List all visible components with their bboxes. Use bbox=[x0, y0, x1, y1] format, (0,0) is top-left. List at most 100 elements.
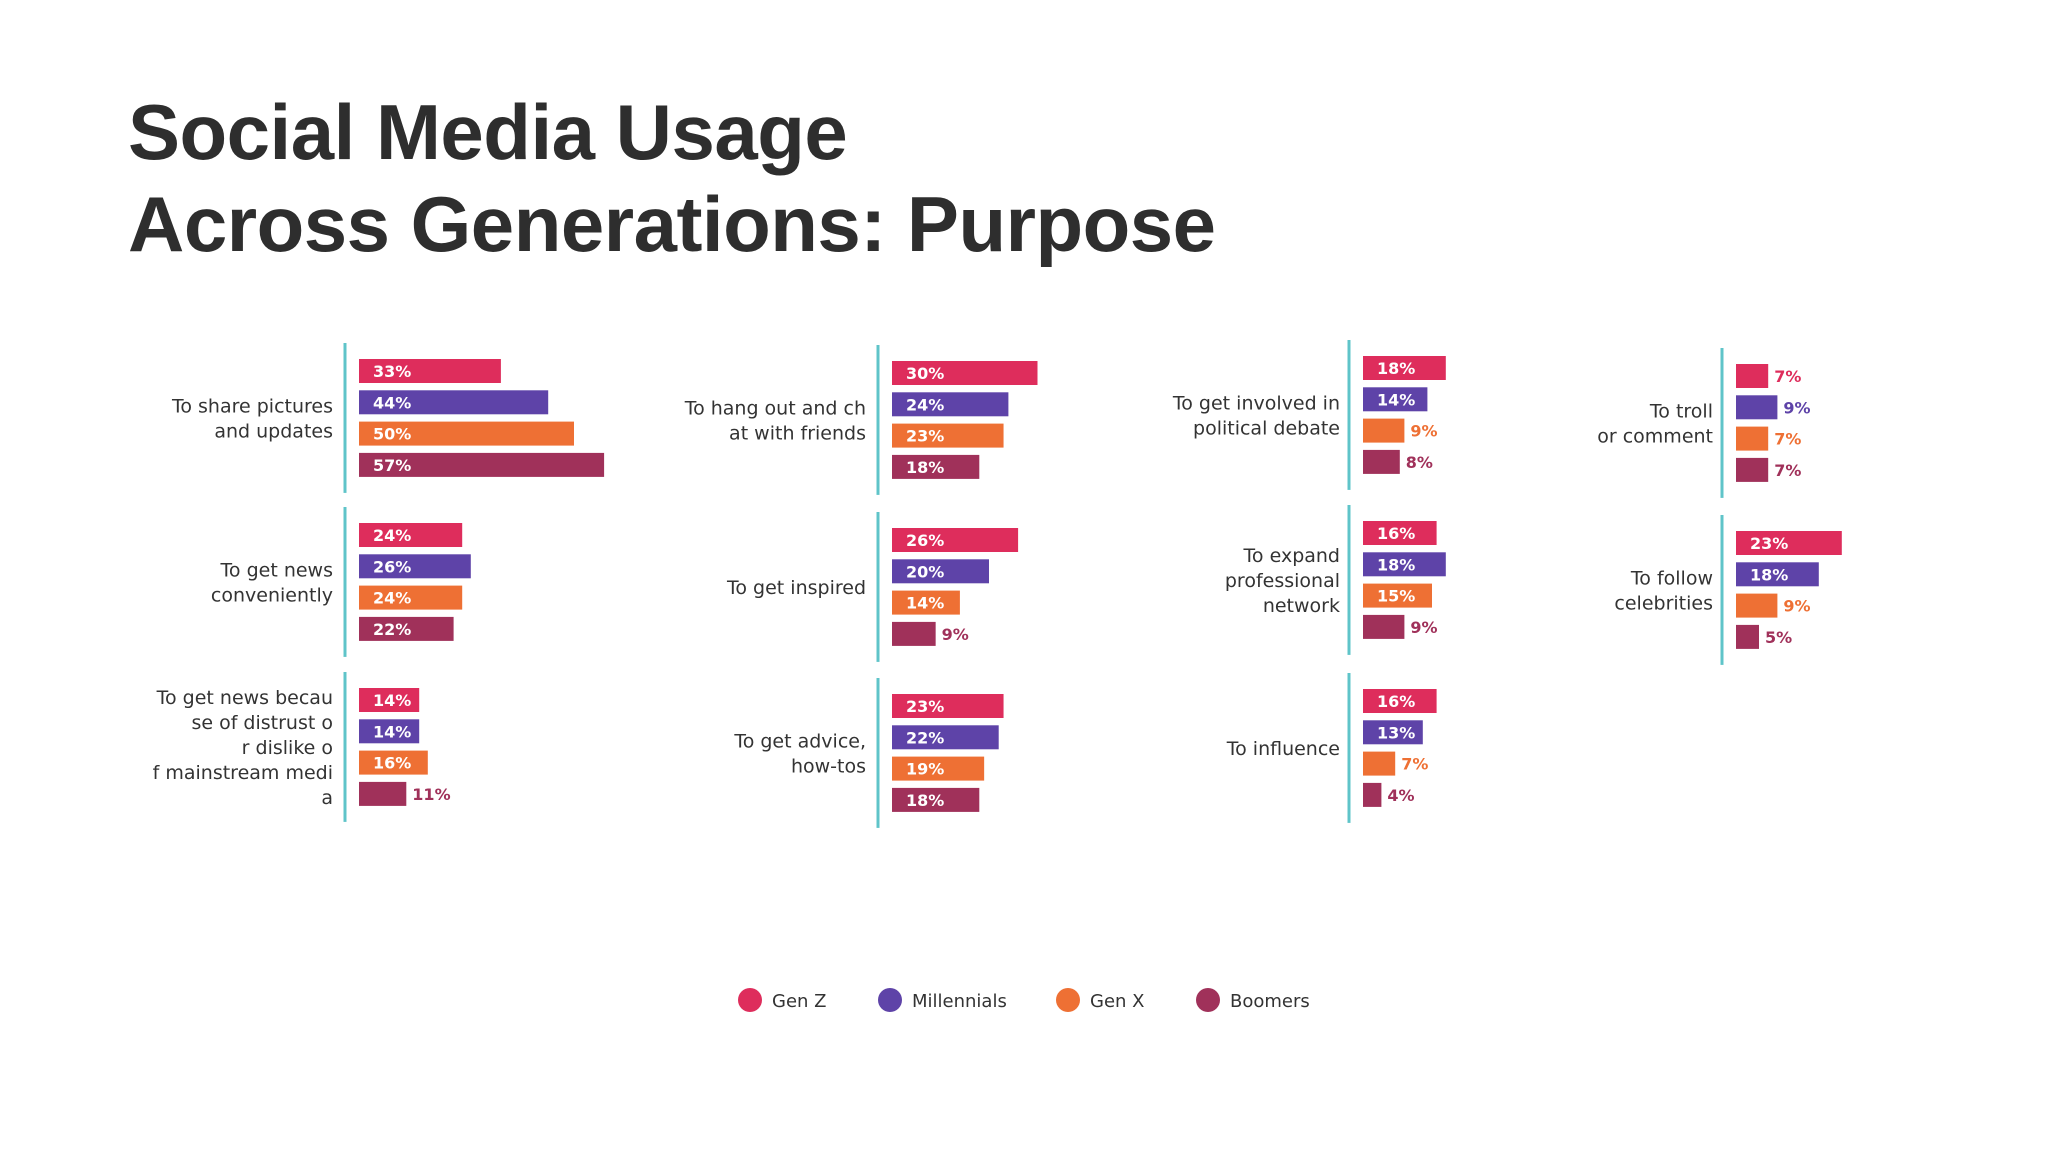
data-label: 7% bbox=[1774, 430, 1801, 449]
data-label: 24% bbox=[373, 526, 411, 545]
data-label: 16% bbox=[1377, 524, 1415, 543]
data-label: 8% bbox=[1406, 453, 1433, 472]
data-label: 7% bbox=[1774, 367, 1801, 386]
data-label: 14% bbox=[373, 691, 411, 710]
bar bbox=[1363, 521, 1437, 545]
category-label: To get advice, how-tos bbox=[733, 730, 866, 777]
data-label: 18% bbox=[1377, 555, 1415, 574]
data-label: 9% bbox=[1783, 597, 1810, 616]
data-label: 4% bbox=[1387, 786, 1414, 805]
data-label: 57% bbox=[373, 456, 411, 475]
bar bbox=[1363, 782, 1382, 807]
panel-divider bbox=[1347, 505, 1351, 655]
bar bbox=[1363, 720, 1423, 745]
bar bbox=[1363, 583, 1432, 608]
bar bbox=[359, 616, 454, 641]
bar bbox=[359, 750, 428, 775]
category-label: To expand professional network bbox=[1225, 545, 1340, 617]
category-label: To get news conveniently bbox=[211, 559, 333, 606]
bar bbox=[359, 585, 463, 610]
data-label: 9% bbox=[942, 625, 969, 644]
data-label: 19% bbox=[906, 760, 944, 779]
bar bbox=[1736, 457, 1769, 482]
data-label: 5% bbox=[1765, 628, 1792, 647]
title-line-1: Social Media Usage bbox=[128, 88, 848, 176]
bar bbox=[1363, 356, 1446, 380]
bar bbox=[892, 454, 980, 479]
data-label: 44% bbox=[373, 393, 411, 412]
category-label: To get inspired bbox=[726, 577, 866, 599]
data-label: 24% bbox=[906, 395, 944, 414]
bar bbox=[1363, 751, 1396, 776]
bar bbox=[359, 421, 574, 446]
panel-divider bbox=[343, 507, 347, 657]
panel-divider bbox=[1720, 348, 1724, 498]
category-label: To influence bbox=[1226, 738, 1340, 760]
data-label: 18% bbox=[906, 458, 944, 477]
data-label: 23% bbox=[906, 697, 944, 716]
data-label: 9% bbox=[1410, 422, 1437, 441]
bar bbox=[1736, 624, 1759, 649]
bar bbox=[1363, 418, 1405, 443]
data-label: 15% bbox=[1377, 587, 1415, 606]
data-label: 23% bbox=[1750, 534, 1788, 553]
data-label: 33% bbox=[373, 362, 411, 381]
data-label: 7% bbox=[1774, 461, 1801, 480]
legend-marker bbox=[878, 988, 902, 1012]
bar bbox=[892, 361, 1038, 385]
legend-label: Millennials bbox=[912, 991, 1007, 1012]
bar bbox=[359, 719, 420, 744]
bar bbox=[1736, 395, 1778, 420]
bar bbox=[359, 554, 471, 579]
bar bbox=[1363, 387, 1428, 412]
data-label: 9% bbox=[1410, 618, 1437, 637]
data-label: 30% bbox=[906, 364, 944, 383]
bar bbox=[1736, 426, 1769, 451]
data-label: 11% bbox=[412, 785, 450, 804]
legend-marker bbox=[738, 988, 762, 1012]
data-label: 13% bbox=[1377, 723, 1415, 742]
data-label: 7% bbox=[1401, 755, 1428, 774]
bar bbox=[1736, 531, 1842, 555]
bar bbox=[892, 392, 1009, 417]
slide-title: Social Media Usage Across Generations: P… bbox=[128, 86, 1216, 270]
data-label: 16% bbox=[1377, 692, 1415, 711]
data-label: 14% bbox=[906, 594, 944, 613]
data-label: 14% bbox=[1377, 390, 1415, 409]
panel-divider bbox=[876, 512, 880, 662]
category-label: To follow celebrities bbox=[1614, 567, 1713, 614]
legend-label: Gen Z bbox=[772, 991, 826, 1012]
legend-label: Boomers bbox=[1230, 991, 1310, 1012]
panel-divider bbox=[1347, 340, 1351, 490]
data-label: 9% bbox=[1783, 398, 1810, 417]
panel-divider bbox=[876, 678, 880, 828]
bar bbox=[1363, 552, 1446, 577]
data-label: 16% bbox=[373, 754, 411, 773]
data-label: 20% bbox=[906, 562, 944, 581]
bar bbox=[359, 359, 501, 383]
bar bbox=[1736, 593, 1778, 618]
bar bbox=[892, 528, 1019, 552]
bar bbox=[1363, 449, 1400, 474]
data-label: 18% bbox=[1377, 359, 1415, 378]
data-label: 24% bbox=[373, 589, 411, 608]
bar bbox=[892, 621, 936, 646]
legend-marker bbox=[1056, 988, 1080, 1012]
bar bbox=[1363, 689, 1437, 713]
bar bbox=[1736, 562, 1819, 587]
data-label: 26% bbox=[373, 557, 411, 576]
panel-divider bbox=[876, 345, 880, 495]
bar bbox=[359, 688, 420, 712]
bar bbox=[892, 725, 999, 750]
data-label: 50% bbox=[373, 425, 411, 444]
bar bbox=[892, 787, 980, 812]
legend-marker bbox=[1196, 988, 1220, 1012]
category-label: To troll or comment bbox=[1597, 400, 1713, 447]
category-label: To get involved in political debate bbox=[1172, 392, 1340, 439]
panel-divider bbox=[1347, 673, 1351, 823]
bar bbox=[892, 756, 985, 781]
data-label: 18% bbox=[1750, 565, 1788, 584]
data-label: 23% bbox=[906, 427, 944, 446]
